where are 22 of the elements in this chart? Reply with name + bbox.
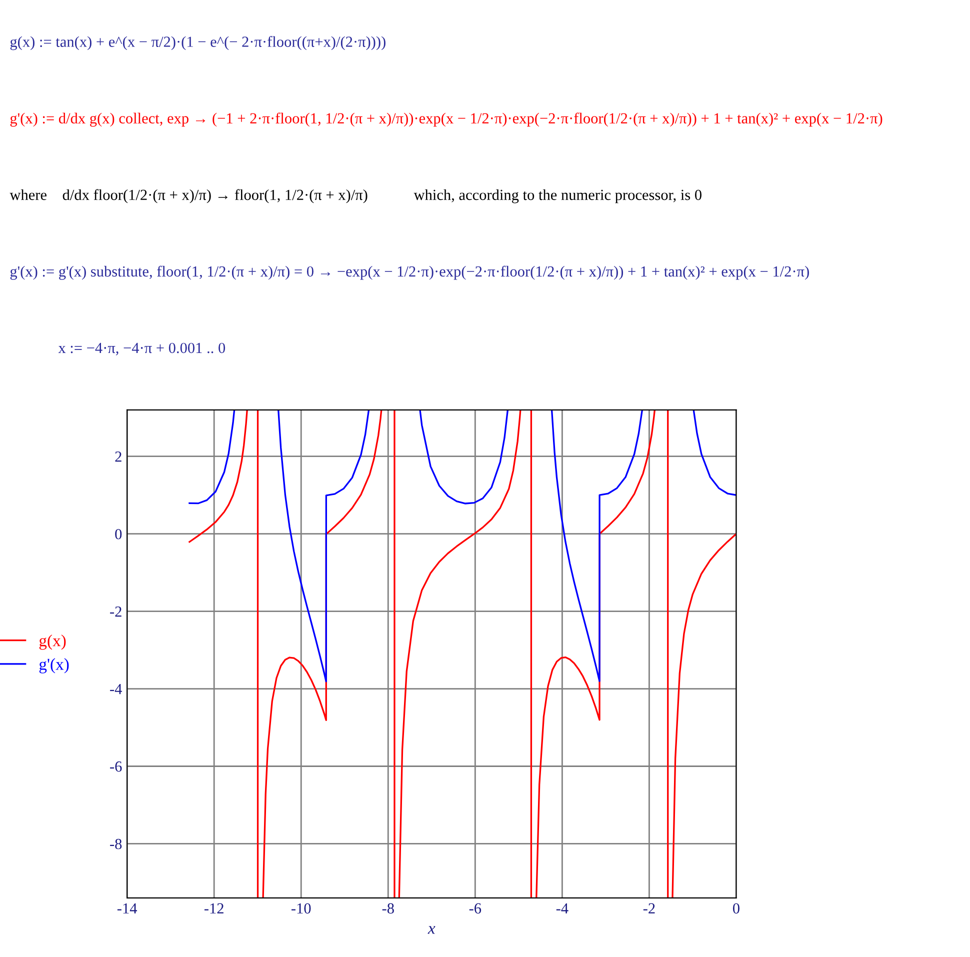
x-tick-label: -10 bbox=[292, 903, 311, 914]
y-tick-label: -2 bbox=[110, 606, 122, 617]
x-tick-label: -4 bbox=[556, 903, 568, 914]
x-tick-label: -12 bbox=[204, 903, 224, 914]
legend-label: g(x) bbox=[39, 634, 66, 650]
text: where d/dx floor(1/2·(π + x)/π) → floor(1, 1/2·(π + x)/π) which, according to the numeric processor, is 0 bbox=[10, 189, 702, 204]
text: x := −4·π, −4·π + 0.001 .. 0 bbox=[58, 342, 226, 356]
text: g'(x) := d/dx g(x) collect, exp → (−1 + 2·π·floor(1, 1/2·(π + x)/π))·exp(x − 1/2·π)·exp(−2·π·floor(1/2·(π + x)/π)) + 1 + tan(x)² + exp(x − 1/2·π) bbox=[10, 112, 882, 127]
legend-label: g'(x) bbox=[39, 658, 69, 674]
x-tick-label: 0 bbox=[732, 903, 740, 914]
y-tick-label: -6 bbox=[110, 761, 122, 772]
x-tick-label: -6 bbox=[469, 903, 482, 914]
x-tick-label: -14 bbox=[117, 903, 138, 914]
x-tick-label: -2 bbox=[643, 903, 655, 914]
y-tick-label: -4 bbox=[110, 684, 122, 694]
y-tick-label: 0 bbox=[115, 528, 122, 540]
x-tick-label: -8 bbox=[382, 903, 394, 914]
y-tick-label: 2 bbox=[115, 452, 122, 462]
text: g'(x) := g'(x) substitute, floor(1, 1/2·(π + x)/π) = 0 → −exp(x − 1/2·π)·exp(−2·π·floor(1/2·(π + x)/π)) + 1 + tan(x)² + exp(x − 1/2·π) bbox=[10, 266, 809, 280]
x-axis-title: x bbox=[428, 926, 436, 934]
text: g(x) := tan(x) + e^(x − π/2)·(1 − e^(− 2·π·floor((π+x)/(2·π)))) bbox=[10, 36, 386, 50]
y-tick-label: -8 bbox=[110, 838, 122, 850]
